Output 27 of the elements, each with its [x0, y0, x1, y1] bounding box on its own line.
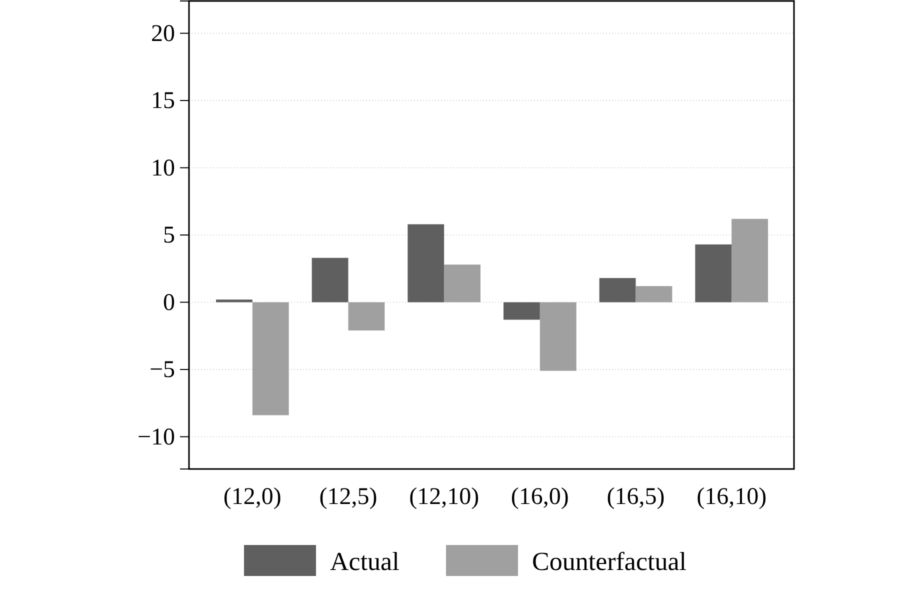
bar	[599, 278, 636, 302]
bar	[504, 302, 540, 320]
y-tick-label: −5	[149, 357, 175, 384]
y-tick-label: −10	[137, 424, 175, 450]
bar	[216, 300, 252, 302]
x-tick-label: (16,5)	[606, 484, 665, 510]
bar	[408, 224, 444, 302]
bar	[732, 218, 768, 302]
y-tick-label: 0	[163, 290, 175, 316]
x-tick-label: (16,0)	[510, 484, 569, 510]
y-tick-label: 20	[151, 20, 175, 47]
y-tick-label: 5	[163, 222, 175, 249]
x-tick-label: (12,0)	[223, 484, 282, 510]
bar	[444, 264, 480, 302]
bar	[695, 244, 732, 302]
x-tick-label: (12,10)	[409, 484, 480, 510]
legend-label: Actual	[330, 547, 400, 576]
bar	[636, 286, 672, 302]
x-tick-label: (12,5)	[319, 484, 378, 510]
bar	[312, 258, 348, 302]
bar	[252, 302, 289, 416]
y-tick-label: 15	[151, 88, 175, 114]
x-tick-label: (16,10)	[696, 484, 767, 510]
y-tick-label: 10	[151, 155, 175, 182]
legend-label: Counterfactual	[532, 547, 686, 576]
bar	[348, 302, 385, 330]
bar	[540, 302, 576, 371]
